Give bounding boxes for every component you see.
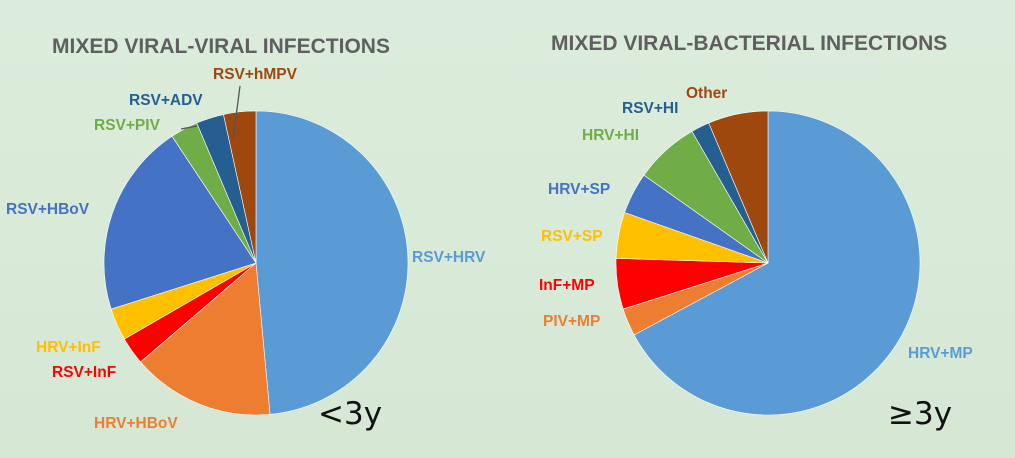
pie-slice-other xyxy=(708,110,769,264)
slice-label-hrv-inf: HRV+InF xyxy=(36,339,101,356)
slice-label-rsv-hrv: RSV+HRV xyxy=(412,249,486,266)
slice-label-rsv-hbov: RSV+HBoV xyxy=(6,201,90,218)
pie-slices xyxy=(103,110,409,416)
pie-slice-rsv-hbov xyxy=(103,135,257,310)
leader-line-rsv-hmpv xyxy=(232,85,241,141)
slice-label-rsv-inf: RSV+InF xyxy=(52,364,116,381)
slice-label-rsv-hi: RSV+HI xyxy=(622,100,678,117)
viral-bacterial-pie-chart: MIXED VIRAL-BACTERIAL INFECTIONS Other R… xyxy=(539,32,973,432)
slice-label-piv-mp: PIV+MP xyxy=(543,313,600,330)
pie-slice-rsv-hmpv xyxy=(223,110,257,264)
age-group-label: ≥3y xyxy=(888,396,952,432)
slice-label-hrv-hi: HRV+HI xyxy=(582,127,639,144)
slice-label-hrv-mp: HRV+MP xyxy=(908,345,973,362)
pie-slice-rsv-hrv xyxy=(255,110,409,415)
slice-label-rsv-piv: RSV+PIV xyxy=(94,117,161,134)
slice-label-hrv-hbov: HRV+HBoV xyxy=(94,415,178,432)
slice-label-other: Other xyxy=(686,85,727,102)
pie-slice-hrv-hbov xyxy=(140,262,271,416)
slice-label-rsv-hmpv: RSV+hMPV xyxy=(213,66,298,83)
leader-line-rsv-piv xyxy=(180,125,198,130)
slice-label-hrv-sp: HRV+SP xyxy=(548,181,610,198)
chart-title: MIXED VIRAL-BACTERIAL INFECTIONS xyxy=(551,32,947,55)
pie-slices xyxy=(615,110,921,416)
slice-label-inf-mp: InF+MP xyxy=(539,277,595,294)
slice-label-rsv-sp: RSV+SP xyxy=(541,228,603,245)
chart-title: MIXED VIRAL-VIRAL INFECTIONS xyxy=(52,35,390,58)
slice-label-rsv-adv: RSV+ADV xyxy=(129,92,203,109)
viral-viral-pie-chart: MIXED VIRAL-VIRAL INFECTIONS RSV+hMPV RS… xyxy=(6,35,486,432)
age-group-label: <3y xyxy=(318,396,382,432)
pie-slice-hrv-mp xyxy=(633,110,921,416)
